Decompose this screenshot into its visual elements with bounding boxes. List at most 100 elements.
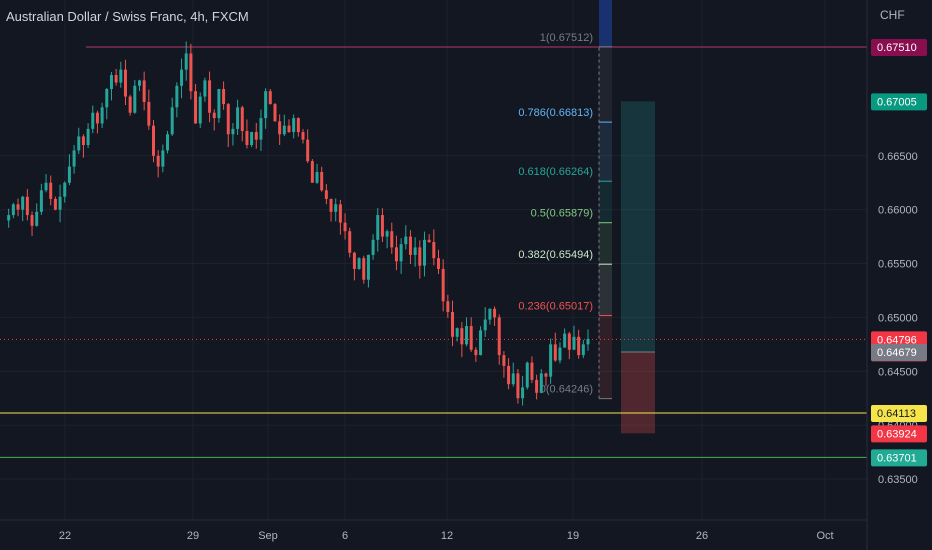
candle-body [408,236,412,255]
fib-level-label: 0.236(0.65017) [518,301,593,313]
price-tick-label: 0.66500 [878,151,918,163]
fib-zone [599,222,612,265]
candle-body [479,330,483,356]
price-tag-label: 0.64113 [877,408,916,420]
time-tick-label: 26 [696,530,708,542]
candle-body [380,215,384,237]
candle-body [577,336,581,356]
candle-body [418,247,422,266]
time-tick-label: 19 [567,530,579,542]
candle-body [507,365,511,385]
candle-body [366,254,370,280]
candle-body [553,344,557,361]
candle-body [413,247,417,255]
time-axis[interactable]: 22 29 Sep 6 12 19 26 Oct [59,530,834,542]
time-tick-label: Oct [816,530,833,542]
candle-body [53,198,57,210]
time-tick-label: Sep [258,530,278,542]
candle-body [67,166,71,183]
time-tick-label: 6 [342,530,348,542]
candle-body [212,112,216,119]
candle-body [137,80,141,86]
time-tick-label: 22 [59,530,71,542]
candle-body [217,89,221,119]
fib-extension-zone [599,0,612,47]
candle-body [184,53,188,70]
candle-body [572,336,576,350]
candle-body [385,231,389,237]
candle-body [394,247,398,262]
candle-body [105,89,109,108]
candle-body [180,69,184,86]
candle-body [567,333,571,350]
position-tool[interactable] [621,101,655,434]
candle-body [348,231,352,253]
candle-body [530,362,534,380]
currency-label: CHF [880,8,905,22]
price-tag [871,449,927,467]
candle-body [189,53,193,92]
position-profit-zone [621,101,655,352]
horizontal-lines[interactable] [0,46,867,458]
candle-body [446,301,450,313]
candle-body [301,132,305,140]
fibonacci-retracement[interactable]: 1(0.67512) 0.786(0.66813) 0.618(0.66264) 0.… [518,0,612,400]
candle-body [268,91,272,105]
candle-body [334,204,338,212]
price-tick-label: 0.65500 [878,259,918,271]
position-loss-zone [621,351,655,434]
candle-body [329,198,333,212]
candle-body [194,91,198,124]
candle-body [511,373,515,385]
candle-body [95,112,99,124]
fib-level-label: 0.5(0.65879) [531,208,593,220]
candle-body [170,107,174,135]
time-tick-label: 12 [441,530,453,542]
price-tag-label: 0.63701 [877,452,917,464]
candle-body [488,308,492,320]
candle-body [362,258,366,280]
candle-body [371,239,375,255]
candle-body [264,91,268,119]
candle-body [245,131,249,146]
price-tag-label: 0.63924 [877,428,917,440]
candle-body [474,349,478,356]
candle-body [81,136,85,146]
candle-body [250,132,254,146]
candle-body [539,373,543,393]
fib-level-label: 1(0.67512) [540,32,593,44]
candle-body [109,75,113,90]
candle-body [152,125,156,156]
candle-body [16,204,20,210]
fib-zone [599,264,612,316]
price-tag [871,39,927,56]
candle-body [236,107,240,129]
fib-level-label: 0(0.64246) [540,384,593,396]
candle-body [581,344,585,356]
candle-body [376,215,380,240]
candle-body [203,80,207,97]
candle-body [39,190,43,212]
price-tags: 0.675100.670050.6479603:30:370.646790.64… [871,39,927,467]
candle-body [282,125,286,135]
fib-level-label: 0.382(0.65494) [518,249,593,261]
candle-body [72,150,76,167]
candle-body [240,107,244,132]
candle-body [343,222,347,232]
candle-body [49,182,53,199]
price-tag-label: 0.67005 [877,96,917,108]
candle-body [315,171,319,183]
candle-body [296,118,300,133]
candle-body [469,326,473,350]
price-tag-label: 0.64796 [877,334,917,346]
candle-body [231,128,235,135]
candle-body [390,231,394,248]
candle-body [535,379,539,393]
fib-zone [599,46,612,123]
candle-body [287,125,291,133]
chart-title[interactable]: Australian Dollar / Swiss Franc, 4h, FXC… [6,9,249,24]
price-tag [871,404,927,422]
candle-body [156,155,160,167]
candle-body [222,89,226,105]
